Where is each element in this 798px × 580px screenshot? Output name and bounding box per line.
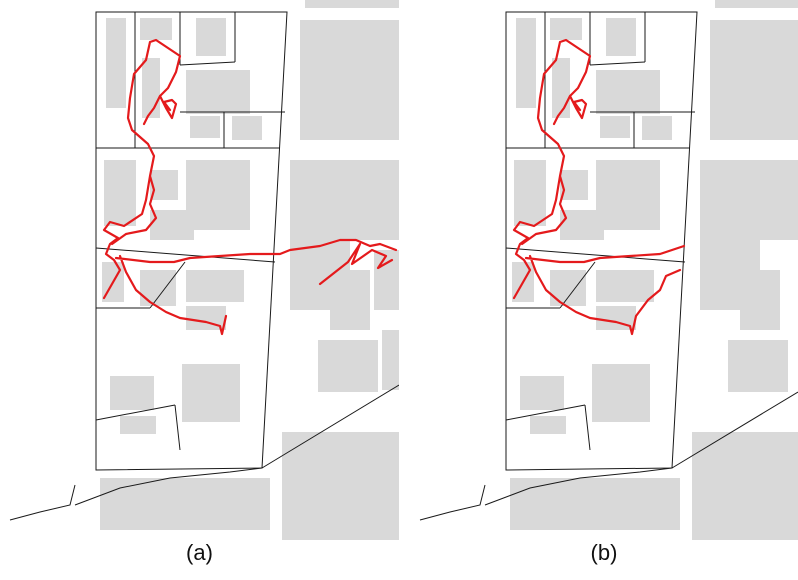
building bbox=[560, 170, 588, 200]
parcel-line bbox=[179, 61, 236, 66]
building bbox=[190, 116, 220, 138]
building bbox=[550, 18, 582, 40]
building bbox=[596, 160, 660, 230]
building bbox=[530, 416, 566, 434]
building bbox=[710, 20, 798, 140]
building bbox=[290, 160, 399, 240]
building bbox=[300, 20, 399, 140]
road-line bbox=[671, 391, 798, 469]
parcel-line bbox=[95, 404, 176, 421]
parcel-line bbox=[149, 261, 186, 309]
building bbox=[186, 160, 250, 230]
building bbox=[552, 58, 570, 118]
building bbox=[150, 170, 178, 200]
building bbox=[715, 0, 798, 8]
building bbox=[150, 210, 194, 240]
trajectory-full bbox=[102, 38, 398, 336]
building bbox=[182, 364, 240, 422]
buildings bbox=[100, 0, 399, 540]
parcel-line bbox=[505, 247, 686, 263]
building bbox=[374, 250, 399, 310]
building bbox=[728, 340, 788, 392]
parcel-line bbox=[559, 261, 596, 309]
building bbox=[740, 270, 780, 330]
map-panel-b: (b) bbox=[410, 0, 798, 580]
building bbox=[186, 70, 250, 114]
building bbox=[560, 210, 604, 240]
building bbox=[120, 416, 156, 434]
parcel-boundaries bbox=[9, 11, 399, 521]
building bbox=[600, 116, 630, 138]
building bbox=[642, 116, 672, 140]
building bbox=[142, 58, 160, 118]
map-b bbox=[419, 0, 798, 540]
trajectory-filtered bbox=[512, 38, 686, 336]
parcel-line bbox=[584, 404, 591, 451]
building bbox=[140, 18, 172, 40]
road-line bbox=[419, 467, 673, 521]
building bbox=[520, 376, 564, 410]
building bbox=[110, 376, 154, 410]
building bbox=[510, 478, 680, 530]
building bbox=[106, 18, 126, 108]
building bbox=[100, 478, 270, 530]
building bbox=[592, 364, 650, 422]
building bbox=[606, 18, 636, 56]
building bbox=[305, 0, 399, 8]
road-line bbox=[261, 384, 399, 469]
building bbox=[104, 160, 136, 226]
building bbox=[596, 70, 660, 114]
building bbox=[550, 270, 586, 306]
parcel-line bbox=[95, 247, 276, 263]
building bbox=[186, 270, 244, 302]
buildings bbox=[510, 0, 798, 540]
building bbox=[140, 270, 176, 306]
road-line bbox=[9, 467, 263, 521]
building bbox=[232, 116, 262, 140]
building bbox=[516, 18, 536, 108]
parcel-line bbox=[589, 61, 646, 66]
building bbox=[692, 432, 798, 540]
building bbox=[596, 270, 654, 302]
gps-trajectory bbox=[102, 38, 398, 336]
panel-caption-b: (b) bbox=[590, 540, 618, 565]
building bbox=[330, 270, 370, 330]
map-a bbox=[9, 0, 399, 540]
building bbox=[318, 340, 378, 392]
map-panel-a: (a) bbox=[9, 0, 399, 565]
building bbox=[514, 160, 546, 226]
panel-caption-a: (a) bbox=[186, 540, 213, 565]
building bbox=[700, 160, 798, 240]
parcel-boundaries bbox=[419, 11, 798, 521]
building bbox=[196, 18, 226, 56]
building bbox=[282, 432, 399, 540]
parcel-line bbox=[174, 404, 181, 451]
building bbox=[382, 330, 399, 390]
parcel-line bbox=[505, 404, 586, 421]
gps-trajectory bbox=[512, 38, 686, 336]
